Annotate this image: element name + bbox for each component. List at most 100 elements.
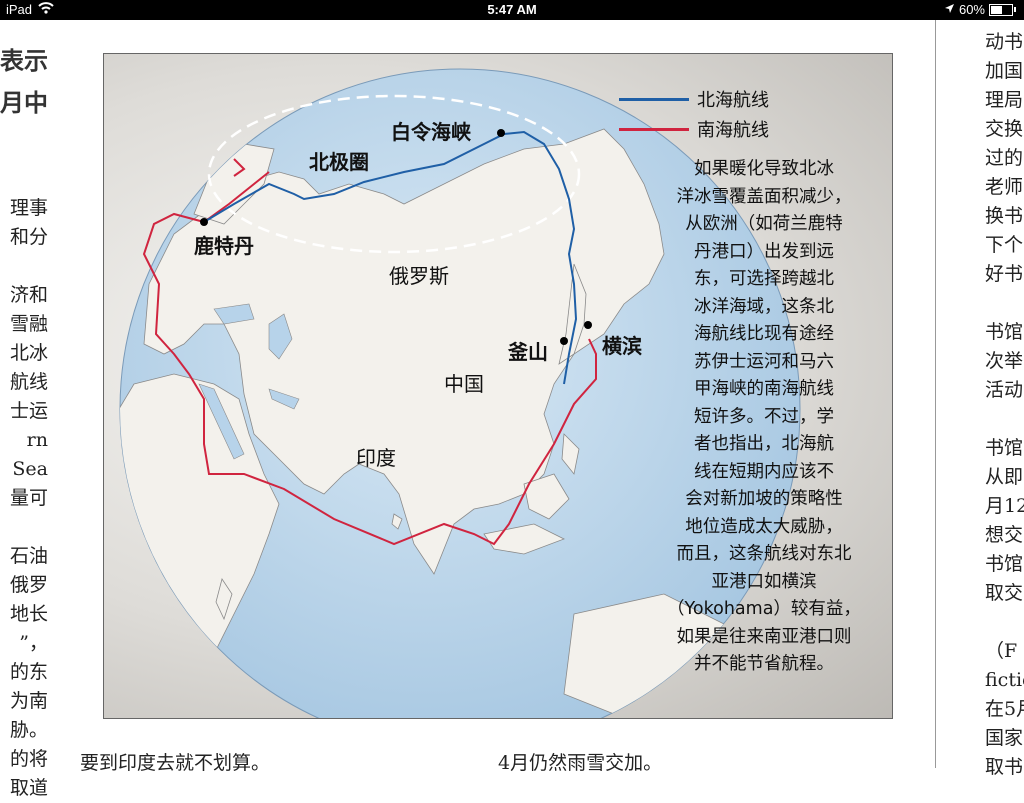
- battery-percent: 60%: [958, 2, 985, 17]
- sea-persian-gulf: [268, 388, 300, 410]
- sea-caspian: [268, 313, 293, 360]
- bottom-right-text: 4月仍然雨雪交加。: [498, 752, 663, 774]
- label-china: 中国: [444, 372, 484, 396]
- right-text-line: 书馆: [985, 553, 1024, 575]
- column-divider: [935, 20, 936, 768]
- sea-black: [213, 303, 255, 325]
- port-rotterdam-dot: [200, 218, 208, 226]
- left-text-line: 航线: [9, 371, 48, 393]
- legend-swatch-south: [619, 127, 689, 131]
- land-borneo: [523, 473, 570, 520]
- left-text-line: 的将: [9, 748, 48, 770]
- label-arctic-circle: 北极圈: [309, 150, 369, 174]
- right-text-line: [985, 405, 1024, 434]
- label-bering-strait: 白令海峡: [391, 120, 471, 144]
- caption-line: 东，可选择跨越北: [694, 269, 834, 289]
- right-text-line: fictio: [985, 669, 1024, 691]
- legend-label-north: 北海航线: [697, 90, 769, 111]
- right-text-line: 交换: [985, 118, 1024, 140]
- map-legend: 北海航线 南海航线: [619, 84, 769, 144]
- left-text-line: 为南: [9, 690, 48, 712]
- label-russia: 俄罗斯: [389, 264, 449, 288]
- right-text-line: 从即: [985, 466, 1024, 488]
- port-yokohama-dot: [584, 321, 592, 329]
- right-text-line: 取交: [985, 582, 1024, 604]
- right-text-line: 理局: [985, 89, 1024, 111]
- right-text-line: 下个: [985, 234, 1024, 256]
- left-text-line: 胁。: [9, 719, 48, 741]
- left-text-line: 北冰: [9, 342, 48, 364]
- port-busan-dot: [560, 337, 568, 345]
- right-text-line: [985, 608, 1024, 637]
- bottom-left-text: 要到印度去就不划算。: [80, 752, 271, 774]
- left-text-line: 理事: [9, 197, 48, 219]
- left-text-line: 和分: [9, 226, 48, 248]
- caption-line: 海航线比现有途经: [694, 324, 834, 344]
- map-caption: 如果暖化导致北冰 洋冰雪覆盖面积减少， 从欧洲（如荷兰鹿特 丹港口）出发到远 东，可选择…: [649, 156, 879, 679]
- left-text-column: 表示 月中 理事 和分 济和 雪融 北冰 航线 士运 rn Sea 量可 石油 俄罗 地长 ”， 的东 为南胁…: [0, 40, 48, 803]
- caption-line: 线在短期内应该不: [694, 461, 834, 482]
- caption-line: 甲海峡的南海航线: [694, 379, 834, 399]
- left-text-line: [0, 513, 48, 542]
- wifi-icon: [38, 1, 54, 18]
- right-text-line: 换书: [985, 205, 1024, 227]
- caption-line: 会对新加坡的策略性: [685, 489, 843, 509]
- battery-tip: [1014, 7, 1016, 12]
- left-heading-line: 表示: [0, 47, 48, 75]
- left-text-line: 量可: [9, 487, 48, 509]
- sea-red: [198, 383, 245, 460]
- left-text-line: 地长: [9, 603, 48, 625]
- legend-label-south: 南海航线: [697, 120, 769, 141]
- caption-line: 并不能节省航程。: [694, 654, 834, 674]
- status-bar: iPad 5:47 AM 60%: [0, 0, 1024, 20]
- caption-line: 地位造成太大威胁，: [685, 516, 843, 537]
- left-heading: 表示 月中: [0, 40, 48, 124]
- label-busan: 釜山: [508, 340, 548, 364]
- left-text-line: 石油: [9, 545, 48, 567]
- caption-line: 短许多。不过，学: [694, 406, 834, 427]
- right-text-line: 次举: [985, 350, 1024, 372]
- land-philippines: [561, 433, 580, 475]
- caption-line: 冰洋海域，这条北: [694, 296, 834, 317]
- caption-line: 洋冰雪覆盖面积减少，: [676, 186, 852, 207]
- left-text-line: rn Sea: [12, 429, 48, 480]
- right-text-column: 动书 加国 理局 交换 过的 老师 换书 下个 好书 书馆 次举 活动 书馆 从即 月12 想交 书馆 取交 （F f…: [985, 28, 1024, 782]
- right-text-line: 动书: [985, 31, 1024, 53]
- route-south-north: [203, 171, 270, 223]
- right-text-line: 好书: [985, 263, 1024, 285]
- caption-line: 从欧洲（如荷兰鹿特: [685, 214, 843, 234]
- right-text-line: 书馆: [985, 321, 1024, 343]
- location-arrow-icon: [944, 2, 955, 17]
- left-text-line: 济和: [9, 284, 48, 306]
- left-lines: 理事 和分 济和 雪融 北冰 航线 士运 rn Sea 量可 石油 俄罗 地长 ”， 的东 为南 胁。 的将 取道: [0, 194, 48, 803]
- right-text-line: 老师: [985, 176, 1024, 198]
- left-text-line: 取道: [9, 777, 48, 799]
- left-text-line: 士运: [9, 400, 48, 422]
- land-madagascar: [215, 578, 233, 621]
- right-text-line: 加国: [985, 60, 1024, 82]
- right-text-line: 过的: [985, 147, 1024, 169]
- left-text-line: 的东: [9, 661, 48, 683]
- label-rotterdam: 鹿特丹: [194, 234, 254, 258]
- left-text-line: ”，: [19, 632, 48, 654]
- caption-line: 苏伊士运河和马六: [694, 351, 834, 372]
- label-yokohama: 横滨: [602, 334, 642, 358]
- caption-line: 亚港口如横滨: [711, 571, 817, 592]
- right-text-line: [985, 289, 1024, 318]
- right-text-line: （F: [985, 640, 1018, 662]
- right-text-line: 想交: [985, 524, 1024, 546]
- clock: 5:47 AM: [487, 2, 537, 17]
- globe-map: [119, 68, 801, 718]
- left-text-line: [0, 252, 48, 281]
- right-text-line: 国家: [985, 727, 1024, 749]
- right-text-line: 月12: [985, 495, 1024, 517]
- caption-line: 而且，这条航线对东北: [676, 544, 852, 564]
- land-eurasia: [143, 128, 665, 575]
- legend-north-route: 北海航线: [619, 84, 769, 114]
- caption-line: 者也指出，北海航: [694, 434, 834, 454]
- legend-swatch-north: [619, 97, 689, 101]
- left-text-line: 俄罗: [9, 574, 48, 596]
- map-figure: 白令海峡 北极圈 鹿特丹 俄罗斯 釜山 横滨 中国 印度 北海航线 南海航线 如…: [103, 53, 893, 719]
- legend-south-route: 南海航线: [619, 114, 769, 144]
- route-south-tip: [233, 158, 246, 177]
